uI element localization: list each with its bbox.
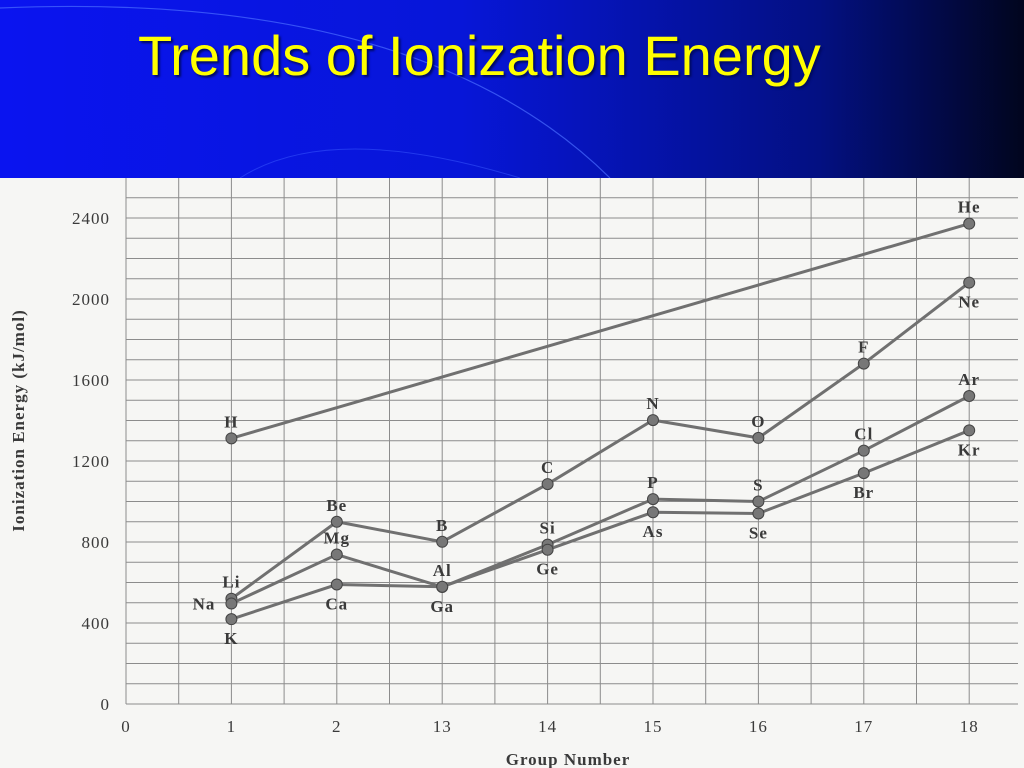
x-tick-label: 16 xyxy=(749,717,768,736)
x-tick-label: 0 xyxy=(121,717,131,736)
point-label-c: C xyxy=(541,458,554,477)
point-label-n: N xyxy=(646,394,659,413)
data-point-he xyxy=(963,217,976,230)
data-point-ar xyxy=(963,389,976,402)
x-tick-label: 14 xyxy=(538,717,557,736)
point-label-o: O xyxy=(751,412,765,431)
point-label-mg: Mg xyxy=(324,529,351,548)
x-tick-label: 2 xyxy=(332,717,342,736)
point-labels: H He Li Be B C N O F Ne Na Mg Al Si P S Cl Ar K Ca Ga Ge As Se B… xyxy=(193,198,981,648)
data-point-b xyxy=(436,535,449,548)
ionization-energy-chart: Ionization Energy (kJ/mol) Group Number … xyxy=(9,178,1018,768)
data-point-o xyxy=(752,431,765,444)
data-point-mg xyxy=(330,548,343,561)
grid xyxy=(125,178,1018,705)
y-tick-label: 2400 xyxy=(72,209,110,228)
point-label-p: P xyxy=(647,473,658,492)
slide-header: Trends of Ionization Energy xyxy=(0,0,1024,178)
point-label-si: Si xyxy=(540,519,556,538)
data-point-k xyxy=(225,613,238,626)
x-tick-label: 15 xyxy=(644,717,663,736)
point-label-ca: Ca xyxy=(325,595,348,614)
data-point-cl xyxy=(857,444,870,457)
chart-panel: Ionization Energy (kJ/mol) Group Number … xyxy=(0,178,1024,768)
data-point-as xyxy=(647,506,659,519)
y-axis-title: Ionization Energy (kJ/mol) xyxy=(9,309,28,531)
point-label-br: Br xyxy=(853,483,874,502)
x-tick-label: 17 xyxy=(854,717,873,736)
axes: Ionization Energy (kJ/mol) Group Number … xyxy=(9,209,979,768)
data-point-c xyxy=(541,478,554,491)
point-label-k: K xyxy=(224,629,238,648)
data-point-kr xyxy=(963,424,976,437)
x-tick-label: 13 xyxy=(433,717,452,736)
point-label-as: As xyxy=(643,522,664,541)
point-label-ge: Ge xyxy=(536,560,559,579)
data-point-ge xyxy=(541,543,554,556)
series-line-ar xyxy=(230,394,970,605)
point-label-he: He xyxy=(958,198,981,217)
data-point-f xyxy=(857,357,870,370)
y-tick-label: 0 xyxy=(101,695,111,714)
series-line-he xyxy=(230,222,970,440)
data-point-n xyxy=(647,414,659,427)
header-decoration-arcs xyxy=(0,5,611,178)
y-tick-label: 2000 xyxy=(72,290,110,309)
series xyxy=(225,217,976,626)
data-point-se xyxy=(752,507,765,520)
point-label-ar: Ar xyxy=(958,370,980,389)
y-tick-label: 400 xyxy=(82,614,111,633)
slide-title: Trends of Ionization Energy xyxy=(138,24,821,87)
data-point-s xyxy=(752,495,765,508)
point-label-li: Li xyxy=(222,573,240,592)
point-label-kr: Kr xyxy=(958,440,981,459)
series-line-ne xyxy=(230,281,971,600)
point-label-f: F xyxy=(858,338,869,357)
x-axis-title: Group Number xyxy=(506,750,631,768)
data-point-ca xyxy=(330,578,343,591)
point-label-ga: Ga xyxy=(430,597,454,616)
data-point-h xyxy=(225,432,238,445)
point-label-b: B xyxy=(436,516,448,535)
point-label-s: S xyxy=(753,476,763,495)
data-point-br xyxy=(857,467,870,480)
data-point-p xyxy=(647,493,659,506)
x-tick-label: 18 xyxy=(960,717,979,736)
data-point-na xyxy=(225,597,238,610)
point-label-ne: Ne xyxy=(958,293,980,312)
series-line-kr xyxy=(230,429,970,621)
point-label-h: H xyxy=(224,412,238,431)
data-point-ne xyxy=(963,276,976,289)
data-point-ga xyxy=(436,580,449,593)
x-tick-label: 1 xyxy=(227,717,237,736)
point-label-na: Na xyxy=(193,595,216,614)
data-point-be xyxy=(330,515,343,528)
point-label-be: Be xyxy=(326,496,347,515)
point-label-se: Se xyxy=(749,523,768,542)
y-tick-label: 800 xyxy=(82,533,111,552)
point-label-cl: Cl xyxy=(854,425,873,444)
y-tick-label: 1600 xyxy=(72,371,110,390)
y-tick-label: 1200 xyxy=(72,452,110,471)
point-label-al: Al xyxy=(433,561,452,580)
